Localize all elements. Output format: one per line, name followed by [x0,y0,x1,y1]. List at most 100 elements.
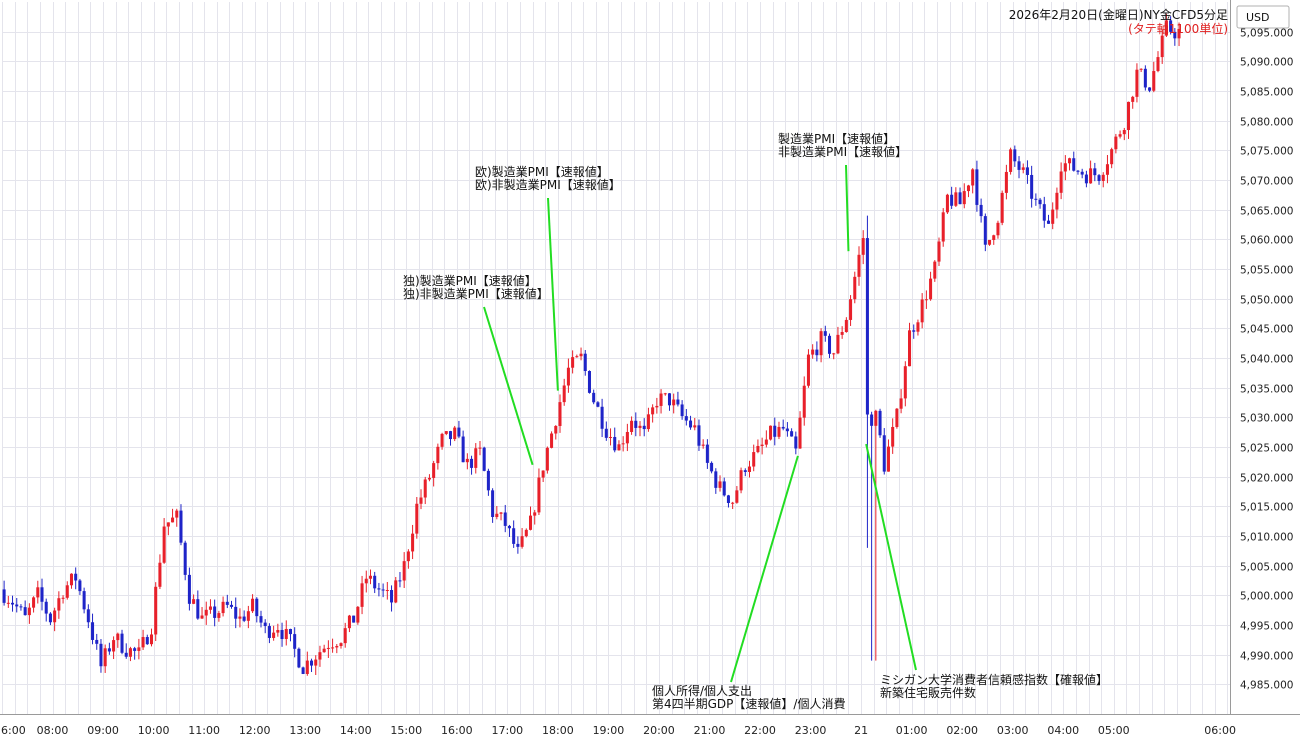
candle-body [857,254,861,277]
candle-body [1169,20,1173,32]
candle-body [137,647,141,651]
candle-body [558,402,562,426]
candle-body [988,239,992,245]
candle-body [246,611,250,621]
y-tick-label: 4,990.000 [1240,651,1293,663]
x-tick-label: 20:00 [643,724,675,737]
x-tick-label: 17:00 [491,724,523,737]
candle-body [1076,170,1080,172]
annotation-text: 第4四半期GDP【速報値】/個人消費 [652,696,845,711]
candle-body [406,551,410,562]
candle-body [318,652,322,660]
candle-body [1118,134,1122,137]
candle-body [503,512,507,526]
candle-body [992,235,996,240]
annotation-leader-line [730,455,799,683]
candle-body [798,417,802,449]
candle-body [465,458,469,463]
candle-body [735,490,739,503]
candle-body [339,643,343,647]
candle-body [752,452,756,467]
candle-body [352,615,356,623]
candle-body [171,517,175,523]
candle-body [625,431,629,444]
y-tick-label: 5,080.000 [1240,117,1293,129]
candle-body [124,652,128,657]
candle-body [710,462,714,472]
candle-body [276,630,280,633]
candle-body [811,349,815,355]
candle-body [272,632,276,638]
candle-body [865,238,869,415]
candle-body [86,609,90,623]
y-tick-label: 5,015.000 [1240,502,1293,514]
candle-body [790,431,794,437]
candle-body [1177,28,1181,39]
candle-body [512,528,516,544]
candle-body [1055,192,1059,210]
currency-selector[interactable] [1236,5,1290,29]
candle-body [592,392,596,403]
candle-body [1089,168,1093,184]
candle-body [874,410,878,426]
candle-body [579,353,583,357]
grid [2,2,1230,714]
candle-body [849,299,853,320]
candle-body [116,633,120,641]
candle-body [823,331,827,336]
candle-body [945,194,949,213]
candle-body [360,583,364,607]
candle-body [1080,171,1084,175]
candle-body [1135,69,1139,97]
candle-body [32,597,36,608]
y-tick-label: 5,040.000 [1240,354,1293,366]
y-tick-label: 5,065.000 [1240,206,1293,218]
candle-body [924,299,928,301]
candle-body [743,470,747,472]
candle-body [415,503,419,534]
candle-body [179,510,183,543]
candle-body [99,643,103,667]
candle-body [1143,68,1147,88]
candle-body [773,425,777,437]
annotation-text: 欧)製造業PMI【速報値】 [475,164,609,179]
candle-body [411,533,415,552]
annotation-text: 独)製造業PMI【速報値】 [403,273,537,288]
candle-body [1059,171,1063,193]
candle-body [941,212,945,242]
y-tick-label: 5,055.000 [1240,265,1293,277]
candle-body [975,169,979,205]
y-tick-label: 5,090.000 [1240,57,1293,69]
candle-body [929,278,933,300]
candle-body [933,261,937,279]
candle-body [554,425,558,434]
candle-body [158,562,162,587]
candle-body [908,330,912,367]
candle-body [870,414,874,426]
candle-body [1105,164,1109,175]
candle-body [714,471,718,488]
candle-body [200,615,204,619]
candle-body [878,410,882,436]
candle-body [545,447,549,471]
candle-body [954,192,958,206]
annotation-leader-line [845,164,850,252]
x-tick-label: 21 [854,724,868,737]
annotation-text: 製造業PMI【速報値】 [778,131,895,146]
candle-body [899,398,903,409]
candle-body [11,602,15,605]
candle-body [288,628,292,635]
y-tick-label: 5,035.000 [1240,384,1293,396]
x-tick-label: 06:00 [1204,724,1236,737]
annotation: ミシガン大学消費者信頼感指数【確報値】新築住宅販売件数 [865,443,1108,700]
x-tick-label: 05:00 [1098,724,1130,737]
candle-body [1017,161,1021,170]
candle-body [187,574,191,604]
candle-body [453,427,457,440]
candle-body [133,648,137,651]
candle-body [966,185,970,192]
candle-body [381,589,385,591]
x-tick-label: 12:00 [239,724,271,737]
candle-body [1164,20,1168,36]
candle-body [1173,31,1177,39]
